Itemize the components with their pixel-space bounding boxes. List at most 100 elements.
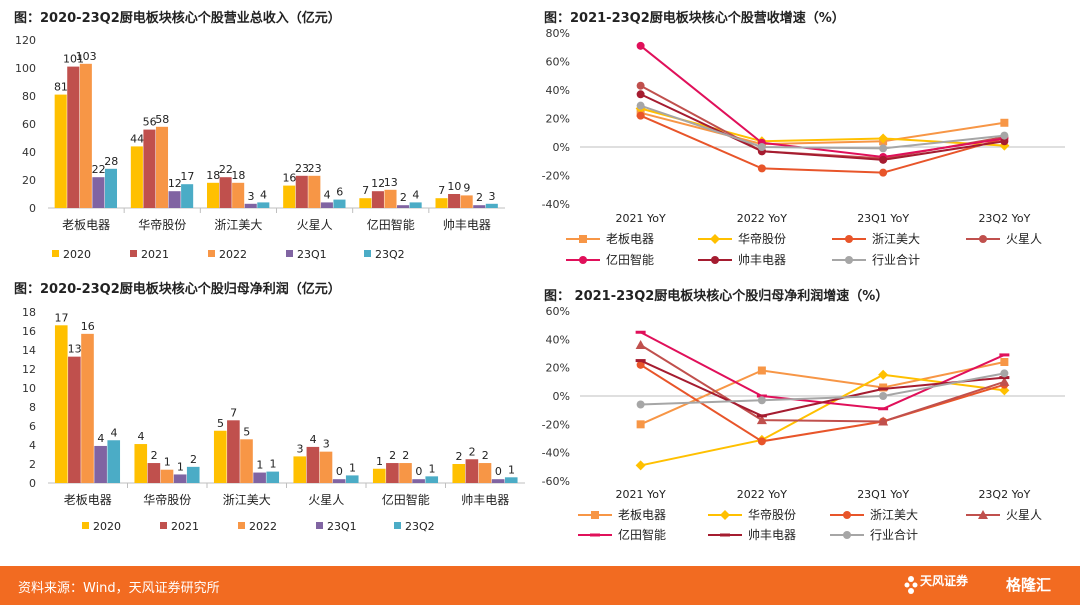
profit-title: 图：2020-23Q2厨电板块核心个股归母净利润（亿元） <box>14 282 341 297</box>
y-tick-label: -20% <box>542 170 570 183</box>
series-line-浙江美大 <box>640 114 1005 174</box>
point-marker <box>845 256 853 264</box>
y-tick-label: 20 <box>22 174 36 187</box>
category-label: 华帝股份 <box>143 492 191 507</box>
data-label: 4 <box>412 188 419 201</box>
data-label: 3 <box>297 442 304 455</box>
point-marker <box>1000 137 1009 146</box>
bar-2021 <box>371 191 384 208</box>
data-label: 28 <box>104 155 118 168</box>
category-label: 2022 YoY <box>737 488 787 501</box>
data-label: 2 <box>151 449 158 462</box>
data-label: 4 <box>97 432 104 445</box>
series-line-亿田智能 <box>640 45 1005 158</box>
legend-entry: 23Q2 <box>375 248 405 261</box>
legend-entry: 帅丰电器 <box>748 528 796 542</box>
y-tick-label: 80% <box>546 27 570 40</box>
bar-2021 <box>448 194 461 208</box>
legend-entry: 23Q1 <box>297 248 327 261</box>
data-label: 12 <box>168 177 182 190</box>
source-note: 资料来源：Wind，天风证券研究所 <box>18 581 220 596</box>
category-label: 华帝股份 <box>138 217 186 232</box>
category-label: 亿田智能 <box>382 492 430 507</box>
revenue-growth-title: 图：2021-23Q2厨电板块核心个股营收增速（%） <box>544 11 845 26</box>
point-marker <box>1000 131 1009 140</box>
category-label: 浙江美大 <box>214 218 262 232</box>
point-marker <box>710 234 720 244</box>
point-marker <box>636 41 645 50</box>
series-line-老板电器 <box>640 361 1005 426</box>
data-label: 5 <box>217 417 224 430</box>
point-marker <box>756 414 767 418</box>
bar-23Q2 <box>181 184 194 208</box>
bar-2021 <box>227 420 240 483</box>
bar-23Q1 <box>332 479 346 483</box>
point-marker <box>878 387 889 391</box>
series-line-行业合计 <box>640 104 1005 150</box>
point-marker <box>635 359 646 363</box>
point-marker <box>1000 369 1009 378</box>
legend-entry: 23Q2 <box>405 520 435 533</box>
y-tick-label: 20% <box>546 113 570 126</box>
point-marker <box>1000 358 1009 366</box>
point-marker <box>757 366 766 375</box>
data-label: 2 <box>389 449 396 462</box>
bar-2020 <box>359 198 372 208</box>
point-marker <box>720 533 730 537</box>
category-label: 帅丰电器 <box>443 218 491 232</box>
bar-2021 <box>143 129 156 208</box>
category-label: 23Q1 YoY <box>857 212 909 225</box>
data-label: 2 <box>469 445 476 458</box>
legend-entry: 亿田智能 <box>618 527 666 542</box>
point-marker <box>1000 118 1009 127</box>
bar-23Q1 <box>244 203 257 208</box>
legend-entry: 帅丰电器 <box>738 253 786 267</box>
y-tick-label: 18 <box>22 306 36 319</box>
legend-entry: 2022 <box>219 248 247 261</box>
y-tick-label: 0 <box>29 477 36 490</box>
bar-2020 <box>452 464 466 483</box>
y-tick-label: 12 <box>22 363 36 376</box>
data-label: 9 <box>463 181 470 194</box>
point-marker <box>757 143 766 151</box>
series-line-帅丰电器 <box>640 359 1005 417</box>
legend-entry: 行业合计 <box>870 527 918 542</box>
bar-2022 <box>81 333 94 483</box>
category-label: 23Q2 YoY <box>978 212 1030 225</box>
point-marker <box>636 420 645 429</box>
legend-swatch <box>130 250 137 257</box>
data-label: 1 <box>376 455 383 468</box>
bar-23Q2 <box>107 440 121 483</box>
profit-growth-title: 图： 2021-23Q2厨电板块核心个股归母净利润增速（%） <box>544 289 889 304</box>
profit-growth-panel: 图： 2021-23Q2厨电板块核心个股归母净利润增速（%） -60% -40% -… <box>530 280 1080 565</box>
y-tick-label: -60% <box>542 475 570 488</box>
data-label: 4 <box>260 188 267 201</box>
point-marker <box>757 396 766 405</box>
series-line-火星人 <box>640 344 1005 423</box>
legend-entry: 火星人 <box>1006 508 1042 522</box>
data-label: 2 <box>476 191 483 204</box>
data-label: 1 <box>508 463 515 476</box>
point-marker <box>878 416 889 426</box>
legend-swatch <box>394 522 401 529</box>
data-label: 1 <box>164 456 171 469</box>
bar-2020 <box>206 182 220 208</box>
bar-2022 <box>384 189 397 208</box>
y-tick-label: 60% <box>546 56 570 69</box>
bar-2021 <box>306 446 320 483</box>
legend-swatch <box>364 250 371 257</box>
legend-swatch <box>316 522 323 529</box>
bar-2022 <box>478 463 492 483</box>
bar-2022 <box>460 195 473 208</box>
data-label: 1 <box>177 460 184 473</box>
bar-23Q2 <box>504 477 518 483</box>
legend-entry: 华帝股份 <box>748 507 796 522</box>
data-label: 7 <box>362 184 369 197</box>
y-tick-label: -40% <box>542 198 570 211</box>
y-tick-label: 16 <box>22 325 36 338</box>
y-tick-label: 20% <box>546 362 570 375</box>
data-label: 18 <box>231 169 245 182</box>
data-label: 3 <box>247 190 254 203</box>
data-label: 103 <box>76 50 97 63</box>
data-label: 58 <box>155 113 169 126</box>
